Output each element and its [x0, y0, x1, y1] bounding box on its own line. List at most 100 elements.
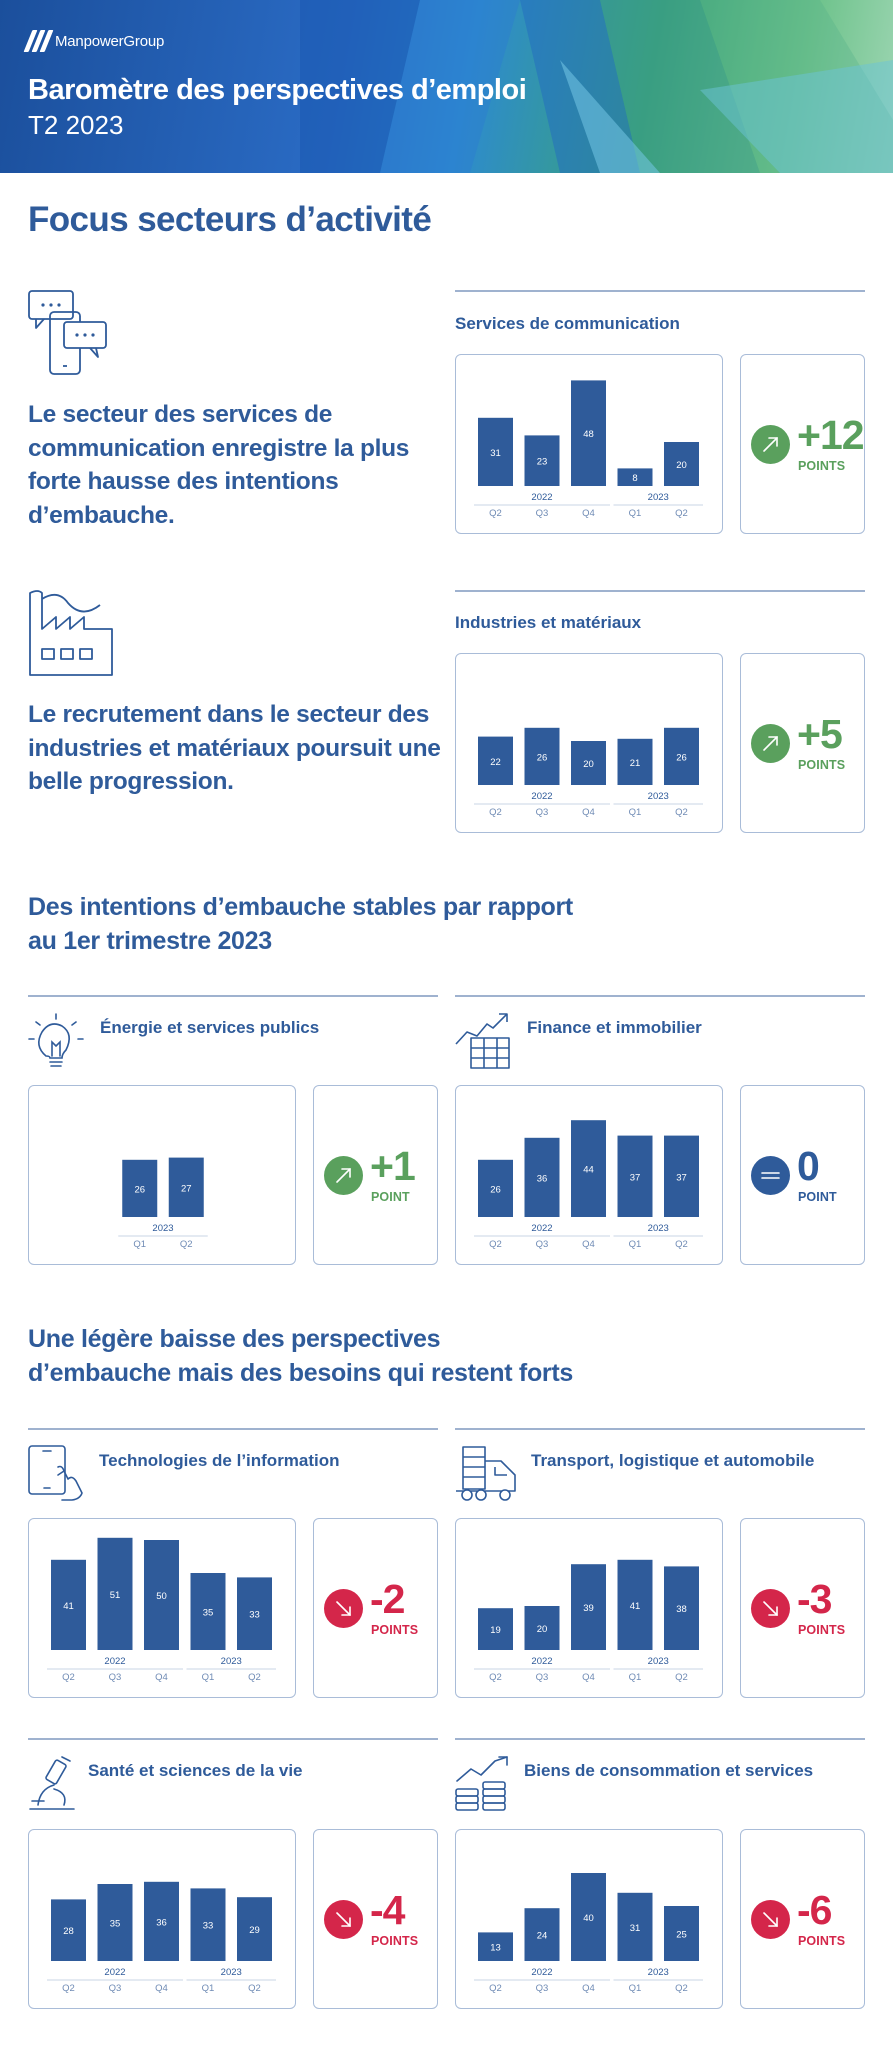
year-label: 2022 — [104, 1656, 125, 1667]
report-title: Baromètre des perspectives d’emploi — [28, 74, 527, 106]
bar-value-label: 36 — [156, 1917, 167, 1928]
bar-value-label: 27 — [181, 1183, 192, 1194]
bar-value-label: 21 — [630, 758, 641, 769]
year-label: 2022 — [531, 1223, 552, 1234]
bar — [664, 1906, 699, 1961]
bar — [190, 1573, 226, 1650]
quarter-tick-label: Q3 — [109, 1983, 122, 1994]
bar — [571, 1564, 606, 1650]
year-label: 2023 — [648, 492, 669, 503]
bar — [478, 736, 513, 785]
bar — [144, 1881, 179, 1961]
bar — [97, 1884, 133, 1961]
section-title-stable: Des intentions d’embauche stables par ra… — [28, 893, 573, 955]
bar-value-label: 26 — [134, 1184, 145, 1195]
arrow-up-right-icon — [751, 724, 790, 763]
header-decoration — [300, 0, 893, 173]
statement-communication: Le secteur des services de communication… — [28, 401, 410, 529]
bar — [617, 738, 653, 785]
year-label: 2022 — [104, 1967, 125, 1978]
delta-value: -4 — [370, 1887, 405, 1933]
delta-unit: POINTS — [371, 1623, 419, 1637]
bar-value-label: 40 — [583, 1913, 594, 1924]
delta-card-biens: -6 POINTS — [740, 1829, 865, 2009]
delta-unit: POINT — [371, 1190, 410, 1204]
section-title-decline: Une légère baisse des perspectives d’emb… — [28, 1325, 573, 1387]
bar-value-label: 31 — [630, 1923, 641, 1934]
year-label: 2022 — [531, 1656, 552, 1667]
bar — [478, 1159, 513, 1217]
chart-communication: 31 Q2 23 Q3 48 Q4 8 Q1 20 Q2 2022 2023 — [455, 354, 723, 534]
bar — [617, 468, 653, 486]
bar-chart-svg: 28 Q2 35 Q3 36 Q4 33 Q1 29 Q2 2022 2023 — [47, 1881, 276, 1994]
bar-chart-svg: 22 Q2 26 Q3 20 Q4 21 Q1 26 Q2 2022 2023 — [474, 727, 703, 818]
bar-value-label: 20 — [537, 1624, 548, 1635]
delta-value: +12 — [797, 412, 865, 458]
divider — [455, 1428, 865, 1430]
bar-value-label: 35 — [203, 1608, 214, 1619]
divider — [28, 1738, 438, 1740]
quarter-tick-label: Q2 — [248, 1983, 261, 1994]
bar-value-label: 19 — [490, 1625, 501, 1636]
bar — [190, 1888, 226, 1961]
bar-value-label: 37 — [630, 1172, 641, 1183]
bar — [664, 727, 699, 785]
bar-value-label: 31 — [490, 448, 501, 459]
bar — [122, 1159, 158, 1217]
bar — [524, 435, 560, 486]
logo-mark-icon — [23, 30, 54, 52]
bar — [617, 1135, 653, 1217]
bar-value-label: 38 — [676, 1604, 687, 1615]
year-label: 2023 — [648, 791, 669, 802]
bar — [478, 1608, 513, 1650]
bar-value-label: 29 — [249, 1925, 260, 1936]
delta-card-transport: -3 POINTS — [740, 1518, 865, 1698]
chat-phone-icon — [28, 290, 107, 375]
quarter-tick-label: Q3 — [536, 807, 549, 818]
bar — [524, 1908, 560, 1961]
bar — [51, 1899, 86, 1961]
delta-unit: POINTS — [798, 459, 846, 473]
delta-unit: POINTS — [798, 1623, 846, 1637]
year-label: 2023 — [152, 1223, 173, 1234]
finance-chart-icon — [455, 1013, 510, 1069]
quarter-tick-label: Q2 — [489, 1983, 502, 1994]
chart-energie: 26 Q1 27 Q2 2023 — [28, 1085, 296, 1265]
quarter-tick-label: Q2 — [489, 1672, 502, 1683]
delta-card-finance: 0 POINT — [740, 1085, 865, 1265]
bar-value-label: 23 — [537, 457, 548, 468]
quarter-tick-label: Q1 — [202, 1672, 215, 1683]
quarter-tick-label: Q1 — [629, 1983, 642, 1994]
quarter-tick-label: Q2 — [489, 1239, 502, 1250]
divider — [455, 1738, 865, 1740]
bar-value-label: 41 — [630, 1601, 641, 1612]
bar-value-label: 13 — [490, 1943, 501, 1954]
quarter-tick-label: Q2 — [675, 508, 688, 519]
bar-value-label: 24 — [537, 1931, 548, 1942]
quarter-tick-label: Q3 — [536, 508, 549, 519]
bar-chart-svg: 26 Q1 27 Q2 2023 — [118, 1157, 208, 1250]
year-label: 2022 — [531, 791, 552, 802]
quarter-tick-label: Q2 — [675, 1672, 688, 1683]
bar-value-label: 36 — [537, 1173, 548, 1184]
quarter-tick-label: Q2 — [489, 508, 502, 519]
bar-value-label: 37 — [676, 1172, 687, 1183]
bar — [524, 727, 560, 785]
quarter-tick-label: Q2 — [180, 1239, 193, 1250]
quarter-tick-label: Q1 — [629, 807, 642, 818]
divider — [455, 290, 865, 292]
chart-sante: 28 Q2 35 Q3 36 Q4 33 Q1 29 Q2 2022 2023 — [28, 1829, 296, 2009]
quarter-tick-label: Q1 — [133, 1239, 146, 1250]
bar — [571, 741, 606, 785]
bar — [617, 1892, 653, 1961]
chart-industries: 22 Q2 26 Q3 20 Q4 21 Q1 26 Q2 2022 2023 — [455, 653, 723, 833]
equals-icon — [751, 1156, 790, 1195]
bar — [524, 1137, 560, 1217]
quarter-tick-label: Q4 — [582, 807, 595, 818]
delta-unit: POINTS — [371, 1934, 419, 1948]
bar-value-label: 22 — [490, 757, 501, 768]
chart-technologies: 41 Q2 51 Q3 50 Q4 35 Q1 33 Q2 2022 2023 — [28, 1518, 296, 1698]
quarter-tick-label: Q3 — [536, 1983, 549, 1994]
quarter-tick-label: Q1 — [629, 1239, 642, 1250]
bar — [168, 1157, 204, 1217]
